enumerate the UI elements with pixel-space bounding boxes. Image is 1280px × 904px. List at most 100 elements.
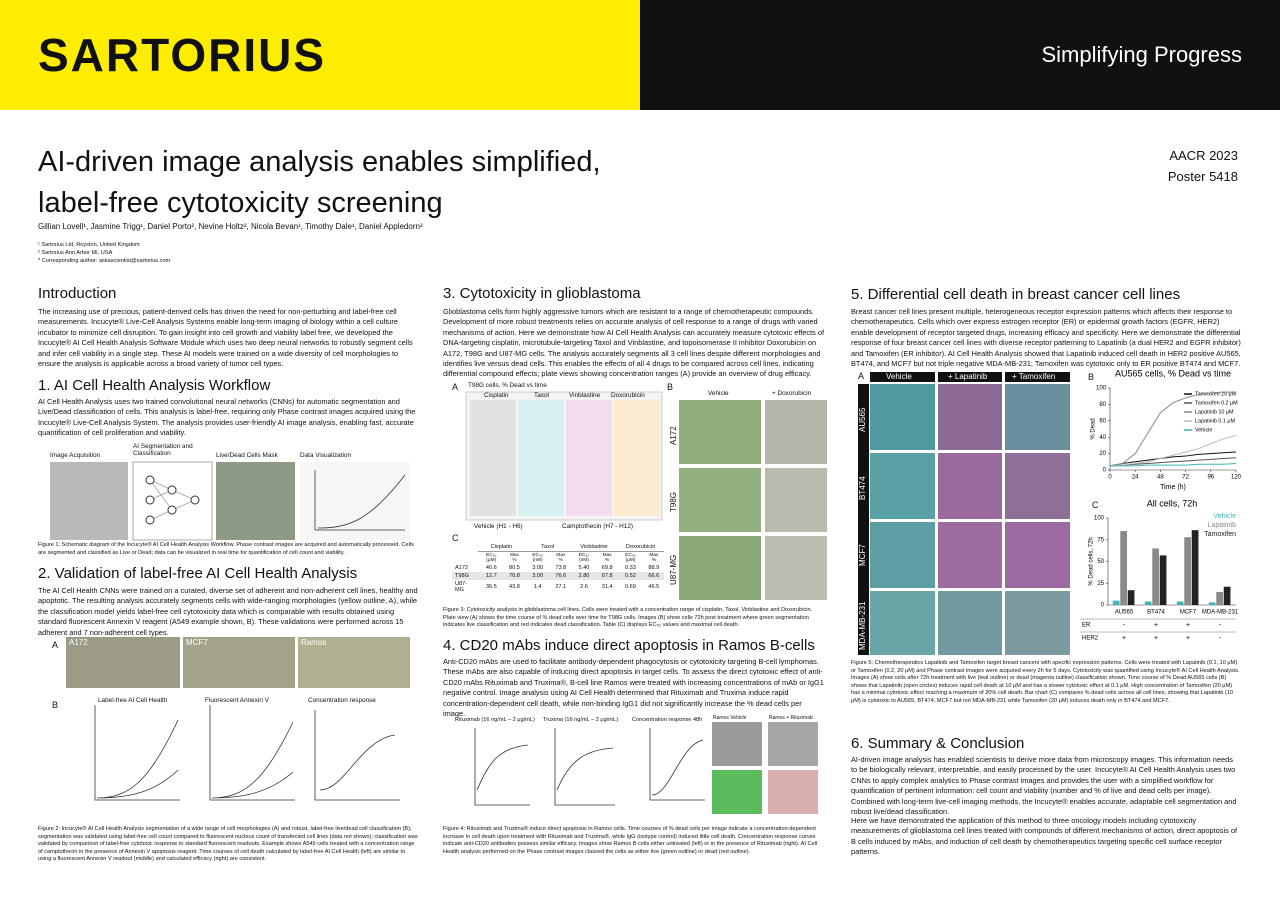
x-tick-label: MDA-MB-231 [1202,610,1239,616]
table-subheader: EC₅₀ (nM) [532,553,543,563]
section-text: Here we have demonstrated the applicatio… [851,816,1238,857]
table-cell: 70.8 [509,573,520,579]
row-label: AU565 [858,407,867,432]
column-label: + Doxorubicin [772,390,812,397]
receptor-value: + [1154,635,1158,642]
figure-label: AI Segmentation and Classification [133,443,193,457]
section-heading: 2. Validation of label-free AI Cell Heal… [38,565,358,582]
table-cell: 0.33 [625,565,636,571]
header-yellow [0,0,640,110]
y-axis-label: % Dead cells, 72h [1089,537,1095,585]
image [679,468,761,532]
image-title: Ramos Vehicle [713,715,747,721]
table-cell: 12.7 [485,573,497,579]
receptor-value: + [1122,635,1126,642]
section-text: AI-driven image analysis has enabled sci… [851,755,1237,817]
image [765,400,827,464]
bar [1223,586,1231,605]
column-label: + Tamoxifen [1012,372,1056,381]
table-cell: 88.9 [648,565,660,571]
image [765,536,827,600]
legend-label: Tamoxifen 0.2 μM [1195,400,1238,406]
column-header-bg [870,372,935,382]
chart-placeholders [94,705,400,801]
table-header: Doxorubicin [617,543,664,552]
image [183,637,295,688]
column-label: Vehicle [708,390,729,397]
table-cell: 67.8 [601,573,613,579]
series-line [1109,391,1236,467]
row-label: A172 [669,426,678,445]
panel-label: A [52,640,59,650]
conference: AACR 2023 [1169,148,1238,163]
table-cell: 1.4 [533,584,542,590]
row-header-bg [858,384,869,655]
section-text: Breast cancer cell lines present multipl… [851,307,1241,369]
image [66,637,180,688]
plate-region [470,400,516,516]
plate-label: Cisplatin [484,392,509,399]
logo: SARTORIUS [38,29,327,81]
receptor-value: + [1154,622,1158,629]
image [50,462,128,540]
chart-title: All cells, 72h [1147,498,1198,508]
table-subheader: EC₅₀ (μM) [485,553,497,563]
table-cell: 69.8 [601,565,613,571]
x-tick-label: 120 [1231,475,1242,481]
x-axis-label: Time (h) [1160,484,1186,491]
x-tick-label: AU565 [1115,610,1134,616]
receptor-value: - [1219,635,1222,642]
receptor-value: - [1219,622,1222,629]
series-line [1109,457,1237,467]
x-tick-label: 96 [1207,475,1214,481]
y-axis-label: % Dead [1091,418,1097,439]
caption: Figure 3: Cytotoxicity analysis in gliob… [443,607,813,629]
table-cell: 0.69 [625,584,636,590]
tagline: Simplifying Progress [1041,42,1242,67]
series-line [1109,435,1237,467]
table-cell: 73.8 [555,565,567,571]
title-line: AI-driven image analysis enables simplif… [38,146,601,178]
table-cell: 43.8 [509,584,520,590]
affiliation: ¹ Sartorius Ltd, Royston, United Kingdom [38,242,140,248]
bar [1127,590,1135,605]
table-cell: 46.5 [648,584,660,590]
section-text: Glioblastoma cells form highly aggressiv… [443,307,825,379]
x-tick-label: 24 [1132,475,1139,481]
image-label: MCF7 [186,638,208,647]
network [132,461,213,541]
figure-label: Image Acquisition [50,452,101,459]
image [712,722,762,766]
table-subheader: Max % [509,553,519,563]
plate-label: Camptothecin (H7 - H12) [562,523,634,530]
caption: Figure 1: Schematic diagram of the Incuc… [38,542,414,556]
bar [1216,591,1223,605]
x-tick-label: 0 [1108,475,1112,481]
y-tick-label: 0 [1103,468,1107,474]
x-tick-label: 48 [1157,475,1164,481]
image [298,637,410,688]
table-cell: A172 [455,565,469,571]
y-tick-label: 60 [1099,418,1106,424]
row-label: MCF7 [858,544,867,566]
table-row: T98G 12.7 70.8 3.00 76.6 2.80 67.8 0.52 66.6 [452,572,664,580]
panel-label: C [1092,500,1099,510]
title-line: label-free cytotoxicity screening [38,187,443,219]
panel-label: C [452,533,459,543]
table-subheader: Max % [556,553,566,563]
plate-region [566,400,612,516]
bar [1176,601,1184,605]
bar [1112,600,1120,605]
row-label: MDA-MB-231 [858,601,867,650]
table-subheader: Max % [649,553,659,563]
section-heading: 1. AI Cell Health Analysis Workflow [38,377,271,394]
table-cell: 36.5 [485,584,497,590]
row-label: T98G [669,491,678,512]
table-cell: 5.40 [578,565,590,571]
column-label: Vehicle [886,372,912,381]
caption: Figure 2: Incucyte® AI Cell Health Analy… [38,826,418,863]
legend-label: Lapatinib 0.1 μM [1195,418,1235,424]
bar [1191,530,1199,605]
table-cell: 3.00 [532,565,544,571]
